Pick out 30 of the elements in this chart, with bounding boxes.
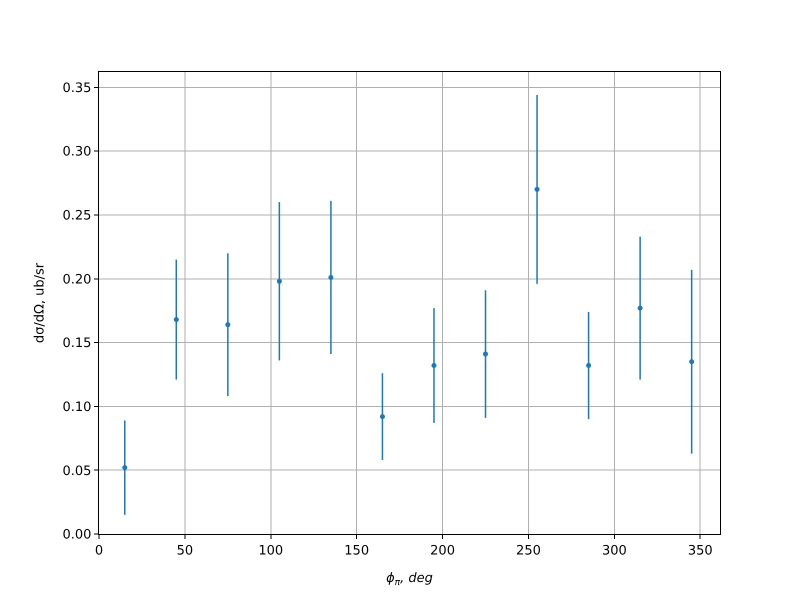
y-tick-label: 0.35: [62, 80, 92, 96]
point: [225, 322, 230, 328]
point: [380, 414, 385, 420]
x-tick-label: 0: [94, 544, 104, 559]
y-tick-label: 0.00: [62, 528, 92, 543]
y-tick-label: 0.10: [62, 400, 92, 415]
y-tick-label: 0.20: [62, 272, 92, 288]
x-tick-label: 100: [258, 544, 284, 559]
y-axis-title: dσ/dΩ, ub/sr: [32, 262, 48, 344]
point: [483, 352, 488, 357]
point: [276, 278, 282, 284]
y-tick-label: 0.25: [62, 208, 92, 224]
point: [328, 274, 334, 280]
x-tick-label: 150: [344, 544, 370, 559]
y-tick-label: 0.30: [62, 144, 92, 160]
x-tick-label: 200: [430, 544, 455, 559]
point: [638, 306, 643, 311]
x-tick-label: 350: [688, 544, 713, 559]
x-axis-title: ϕ$_{π}$, deg: [386, 571, 433, 588]
y-tick-label: 0.15: [62, 336, 92, 352]
point: [534, 186, 540, 192]
point: [174, 317, 179, 322]
x-tick-label: 300: [602, 544, 627, 559]
point: [586, 363, 592, 368]
x-tick-label: 250: [516, 544, 541, 559]
y-tick-label: 0.05: [62, 464, 92, 479]
point: [122, 465, 128, 470]
point: [689, 359, 694, 364]
point: [431, 363, 436, 368]
x-tick-label: 50: [176, 544, 194, 559]
